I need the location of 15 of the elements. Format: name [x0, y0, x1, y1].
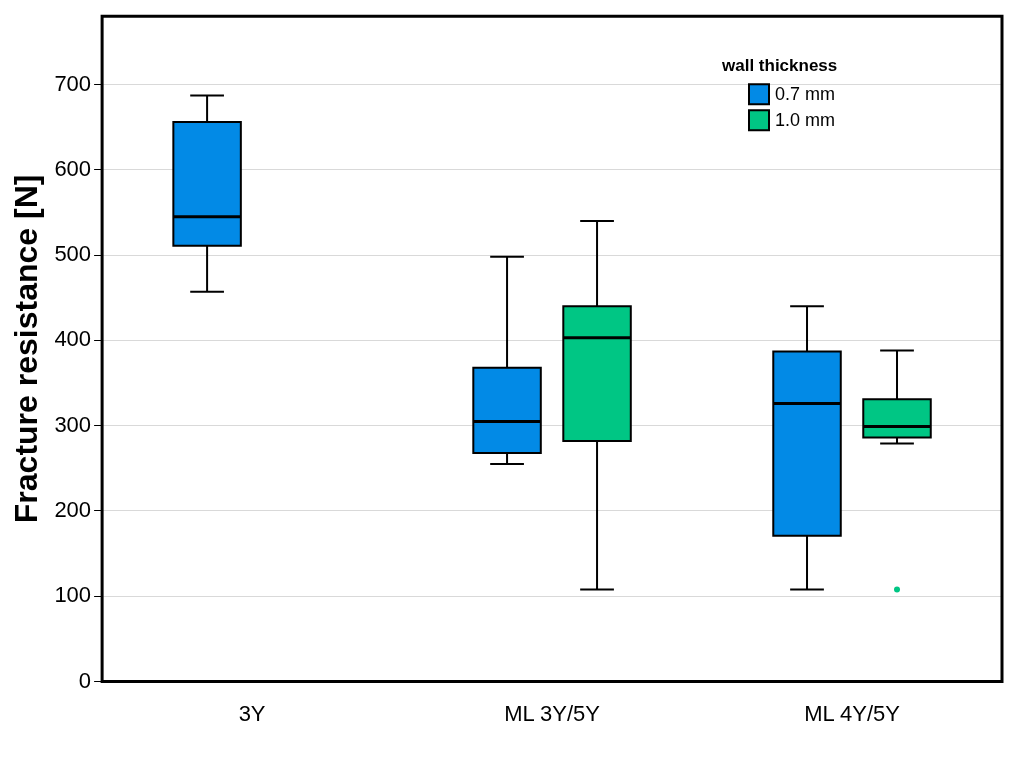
x-tick-label: 3Y — [238, 700, 266, 726]
y-tick-label: 100 — [54, 582, 92, 608]
x-tick-label: ML 4Y/5Y — [804, 700, 901, 726]
y-tick-label: 500 — [54, 241, 92, 267]
x-tick-label: ML 3Y/5Y — [504, 700, 601, 726]
y-tick-label: 400 — [54, 326, 92, 352]
y-tick-label: 0 — [78, 667, 92, 693]
legend-title: wall thickness — [721, 55, 838, 75]
y-axis-title: Fracture resistance [N] — [8, 174, 45, 524]
legend-label: 1.0 mm — [775, 110, 836, 131]
y-tick-label: 700 — [54, 70, 92, 96]
y-tick-label: 200 — [54, 497, 92, 523]
y-tick-label: 300 — [54, 411, 92, 437]
legend-label: 0.7 mm — [775, 84, 836, 105]
y-tick-label: 600 — [54, 155, 92, 181]
